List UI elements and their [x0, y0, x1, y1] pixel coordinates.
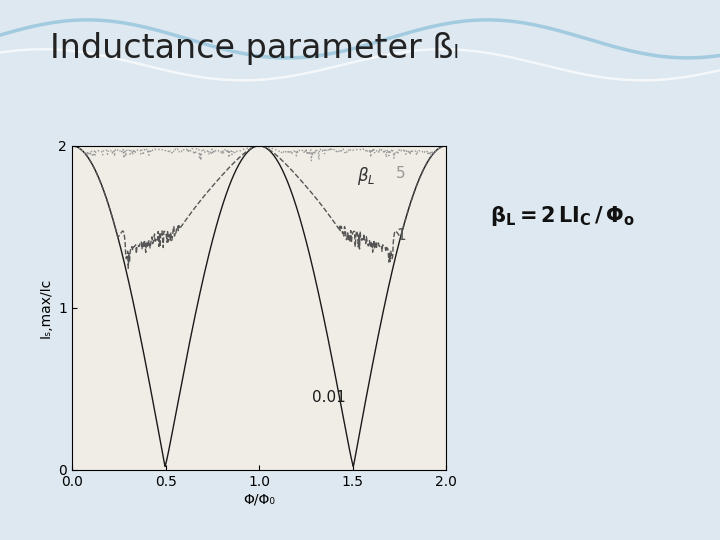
Text: 1: 1: [396, 228, 405, 243]
Text: 5: 5: [396, 166, 405, 181]
Text: 0.01: 0.01: [312, 390, 346, 405]
Text: Inductance parameter ßₗ: Inductance parameter ßₗ: [50, 32, 459, 65]
Y-axis label: Iₛ,max/Iᴄ: Iₛ,max/Iᴄ: [39, 278, 53, 338]
Text: $\beta_L$: $\beta_L$: [356, 165, 375, 187]
Text: $\mathbf{\beta_L = 2\,LI_C\,/\,\Phi_o}$: $\mathbf{\beta_L = 2\,LI_C\,/\,\Phi_o}$: [490, 204, 634, 228]
X-axis label: Φ/Φ₀: Φ/Φ₀: [243, 493, 275, 507]
